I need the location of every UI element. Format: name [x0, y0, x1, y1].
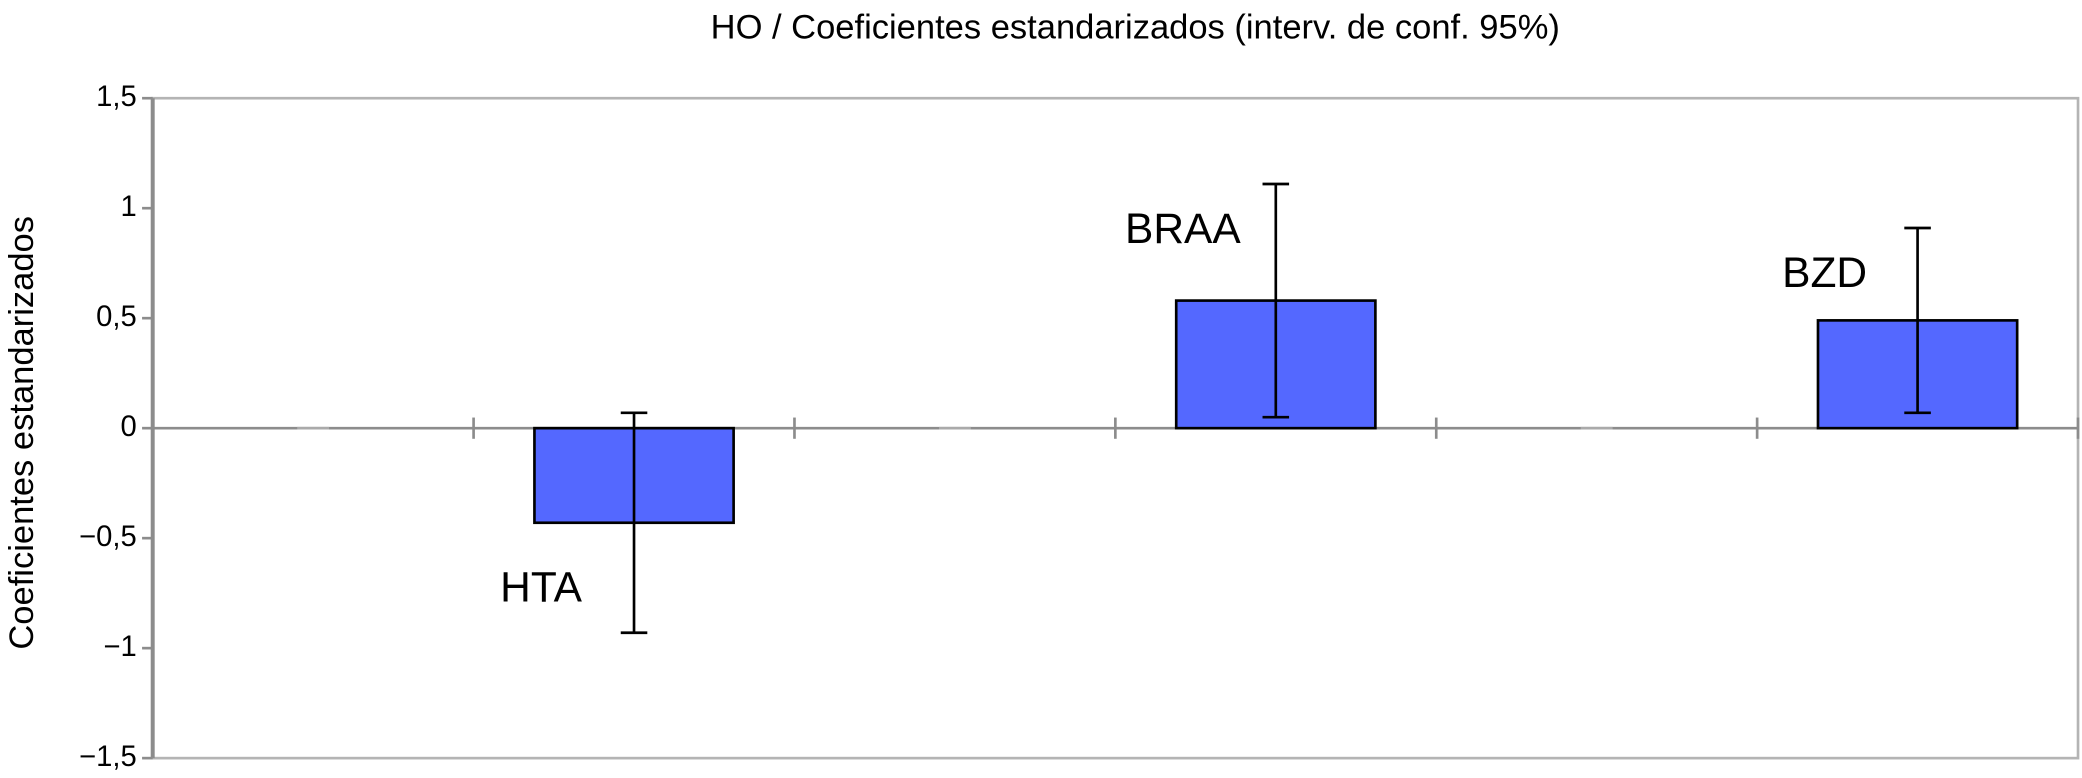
y-tick-label: −1,5	[79, 741, 137, 773]
category-label: HTA	[500, 564, 582, 611]
y-tick-label: 1,5	[96, 81, 137, 113]
chart-title: HO / Coeficientes estandarizados (interv…	[711, 8, 1560, 46]
y-tick-label: 0	[121, 411, 137, 443]
y-tick-label: −0,5	[79, 521, 137, 553]
error-bar	[1904, 226, 1931, 415]
y-tick-label: 0,5	[96, 301, 137, 333]
y-axis-label: Coeficientes estandarizados	[3, 216, 41, 650]
y-tick-label: 1	[121, 191, 137, 223]
y-tick-label: −1	[103, 631, 136, 663]
category-label: BRAA	[1125, 206, 1241, 253]
error-bar	[620, 411, 648, 635]
category-label: BZD	[1782, 250, 1867, 297]
error-bar	[1262, 182, 1290, 419]
